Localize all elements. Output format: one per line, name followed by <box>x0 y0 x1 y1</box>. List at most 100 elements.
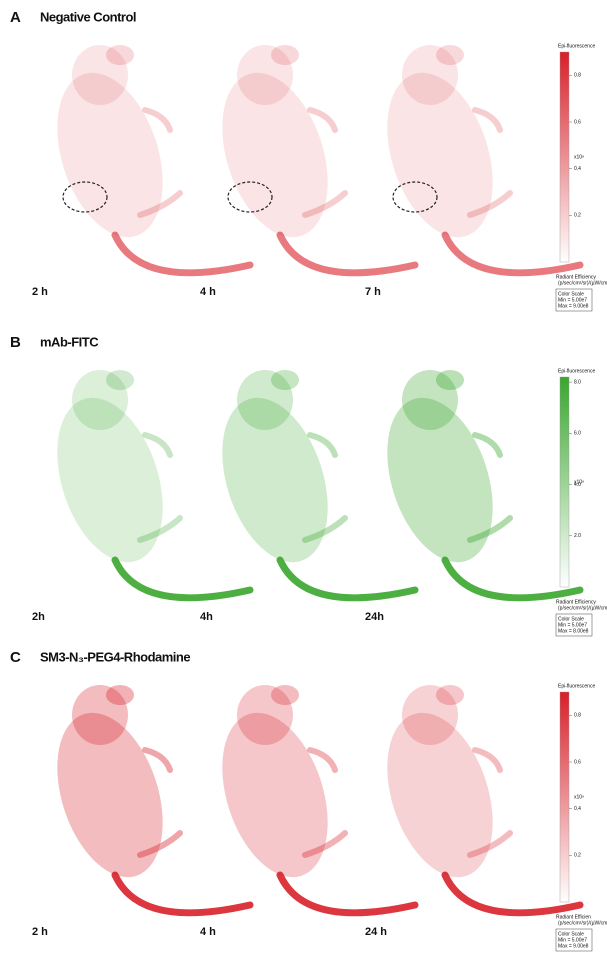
tick-label: 0.2 <box>574 853 581 859</box>
tick-label: 0.4 <box>574 166 581 172</box>
unit: (p/sec/cm²/sr)/(µW/cm²) <box>558 280 607 286</box>
time-label: 2 h <box>32 926 48 938</box>
scale-box-line: Color Scale <box>558 616 584 622</box>
body <box>222 72 328 238</box>
unit-title: Radiant Efficiency <box>556 274 596 280</box>
leg <box>302 107 348 218</box>
body <box>57 397 163 563</box>
head <box>72 685 128 745</box>
leg <box>137 107 183 218</box>
tail <box>276 231 419 277</box>
panel-title: Negative Control <box>40 9 136 24</box>
scale-box-line: Max = 9.00e8 <box>558 943 589 949</box>
ear <box>271 370 299 390</box>
body <box>387 712 493 878</box>
panel: C SM3-N₃-PEG4-Rhodamine 2 h 4 h 24 h Epi-fluo… <box>10 649 607 952</box>
scale-exponent: x10⁸ <box>574 154 584 160</box>
color-bar <box>559 51 570 263</box>
ear <box>436 685 464 705</box>
head <box>237 45 293 105</box>
head <box>402 370 458 430</box>
tail <box>276 556 419 602</box>
scale-title: Epi-fluorescence <box>558 683 595 689</box>
scale-box <box>555 928 593 952</box>
time-label: 4 h <box>200 926 216 938</box>
unit: (p/sec/cm²/sr)/(µW/cm²) <box>558 920 607 926</box>
roi <box>62 181 108 213</box>
scale-box-line: Color Scale <box>558 931 584 937</box>
ear <box>106 45 134 65</box>
mouse-image <box>387 45 584 277</box>
time-label: 4 h <box>200 286 216 298</box>
tick-label: 0.8 <box>574 73 581 79</box>
panel-title: mAb-FITC <box>40 334 99 349</box>
tail <box>441 871 584 917</box>
head <box>72 45 128 105</box>
tick-label: 6.0 <box>574 431 581 437</box>
color-bar <box>559 691 570 903</box>
head <box>402 45 458 105</box>
leg <box>137 747 183 858</box>
ear <box>106 685 134 705</box>
head <box>72 370 128 430</box>
leg <box>467 432 513 543</box>
mouse-image <box>222 45 419 277</box>
head <box>237 685 293 745</box>
leg <box>467 747 513 858</box>
panel: A Negative Control 2 h 4 h 7 h Epi-fluorescen… <box>10 9 607 312</box>
unit-title: Radiant Efficien <box>556 914 591 920</box>
scale-box-line: Min = 5.00e7 <box>558 937 587 943</box>
mouse-image <box>222 370 419 602</box>
mouse-image <box>222 685 419 917</box>
body <box>57 72 163 238</box>
tick-label: 0.6 <box>574 759 581 765</box>
roi <box>392 181 438 213</box>
scale-box-line: Min = 5.00e7 <box>558 622 587 628</box>
panel-title: SM3-N₃-PEG4-Rhodamine <box>40 649 190 664</box>
tick-label: 0.2 <box>574 213 581 219</box>
tail <box>276 871 419 917</box>
time-label: 2h <box>32 611 45 623</box>
tail <box>111 871 254 917</box>
tick-label: 4.0 <box>574 482 581 488</box>
head <box>237 370 293 430</box>
leg <box>467 107 513 218</box>
scale-box-line: Max = 8.00e8 <box>558 628 589 634</box>
scale-box <box>555 288 593 312</box>
leg <box>302 747 348 858</box>
scale-exponent: x10⁹ <box>574 794 584 800</box>
scale-box-line: Max = 9.00e8 <box>558 303 589 309</box>
tail <box>111 231 254 277</box>
ear <box>106 370 134 390</box>
scale-exponent: x10⁸ <box>574 479 584 485</box>
tail <box>111 556 254 602</box>
tick-label: 0.4 <box>574 806 581 812</box>
leg <box>137 432 183 543</box>
panel-label: C <box>10 649 21 666</box>
time-label: 4h <box>200 611 213 623</box>
unit-title: Radiant Efficiency <box>556 599 596 605</box>
tail <box>441 556 584 602</box>
roi <box>227 181 273 213</box>
color-bar <box>559 376 570 588</box>
ear <box>271 685 299 705</box>
mouse-image <box>387 370 584 602</box>
mouse-image <box>57 685 254 917</box>
mouse-image <box>57 45 254 277</box>
ear <box>436 45 464 65</box>
tick-label: 0.8 <box>574 713 581 719</box>
body <box>57 712 163 878</box>
leg <box>302 432 348 543</box>
body <box>222 397 328 563</box>
ear <box>271 45 299 65</box>
time-label: 7 h <box>365 286 381 298</box>
scale-box-line: Color Scale <box>558 291 584 297</box>
body <box>387 397 493 563</box>
tick-label: 8.0 <box>574 379 581 385</box>
body <box>387 72 493 238</box>
body <box>222 712 328 878</box>
ear <box>436 370 464 390</box>
tick-label: 0.6 <box>574 119 581 125</box>
